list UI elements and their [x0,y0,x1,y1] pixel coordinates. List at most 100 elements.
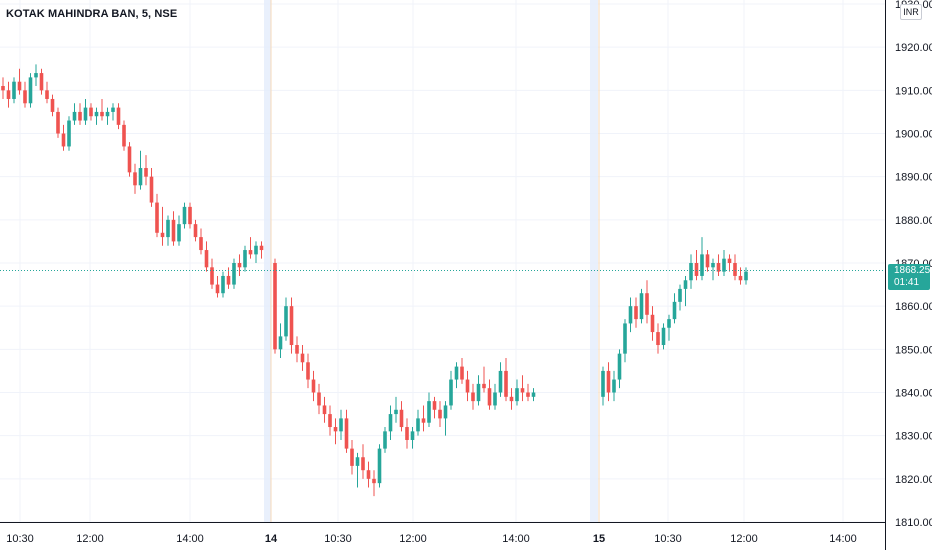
candle-body [116,107,121,125]
candle-body [744,271,748,281]
candle-body [482,383,486,389]
price-tick-label: 1840.00 [895,388,932,400]
candle-body [733,263,737,276]
time-tick-label: 10:30 [6,533,34,545]
candle-body [193,224,198,238]
candle-body [204,250,209,268]
candle-body [689,263,693,281]
candle-body [711,263,715,268]
session-break-band [264,0,271,522]
candle-body [634,306,638,320]
candle-body [449,379,453,406]
candle-body [372,478,376,484]
time-tick-label: 14:00 [829,533,857,545]
currency-badge[interactable]: INR [900,4,922,20]
candle-body [50,98,55,112]
candle-body [160,232,165,238]
candle-body [678,288,682,302]
candle-body [67,120,71,147]
last-price-value: 1868.25 [894,265,931,276]
candle-body [111,107,115,112]
candle-body [166,219,170,238]
candle-body [105,111,110,117]
candle-body [89,107,93,117]
candle-body [210,267,214,285]
candle-body [460,366,464,380]
time-tick-label: 10:30 [654,533,682,545]
candle-body [306,362,310,380]
candle-body [366,470,371,479]
candle-body [182,206,187,225]
candle-body [1,86,5,91]
candles-layer [1,64,748,497]
candle-body [259,245,264,251]
candle-body [177,224,181,242]
candle-body [476,383,481,402]
candle-body [339,418,343,432]
candle-body [17,81,22,91]
time-tick-label: 12:00 [730,533,758,545]
candle-body [526,392,530,397]
bar-countdown: 01:41 [894,277,920,288]
candle-body [700,254,704,276]
candle-body [248,250,253,255]
candle-body [617,353,622,380]
candle-body [289,306,294,346]
candle-body [344,418,349,449]
candle-body [645,293,649,315]
candle-body [623,323,627,354]
time-tick-label: 14:00 [502,533,530,545]
candle-body [221,275,225,294]
candle-body [487,388,492,406]
candle-body [438,409,442,419]
candle-body [377,448,382,484]
candle-body [465,379,470,393]
candle-body [333,427,338,432]
candle-body [232,263,236,285]
candle-body [738,275,743,281]
candle-body [155,202,159,233]
candle-body [61,133,66,147]
candle-body [138,168,143,186]
candle-body [383,431,387,449]
candle-body [683,280,688,289]
candle-body [650,314,655,333]
price-tick-label: 1850.00 [895,344,932,356]
candle-body [416,418,420,432]
candle-body [694,263,699,276]
candle-body [515,388,519,402]
time-tick-label: 14 [265,533,278,545]
session-break-band [590,0,598,522]
time-tick-label: 12:00 [76,533,104,545]
candle-body [199,237,203,251]
candle-body [72,111,77,121]
candle-body [355,457,360,466]
candle-body [606,370,611,393]
candle-body [188,206,192,225]
candle-body [498,370,503,393]
candle-body [531,392,536,397]
candle-body [127,146,132,173]
candle-body [284,306,288,337]
time-axis: 10:30 12:00 14:00 14 10:30 12:00 14:00 15 10:30 1… [6,533,857,545]
candle-body [237,263,242,268]
time-tick-label: 12:00 [399,533,427,545]
candle-body [454,366,459,380]
candle-body [12,81,16,99]
price-tick-label: 1820.00 [895,474,932,486]
candle-body [39,73,44,91]
candle-body [661,327,666,346]
candle-body [144,168,148,177]
candle-body [171,219,176,242]
candle-body [23,90,27,104]
price-tick-label: 1890.00 [895,172,932,184]
candle-body [509,396,514,402]
price-tick-label: 1910.00 [895,85,932,97]
candle-body [34,73,38,78]
candle-body [328,414,332,428]
candle-body [45,90,49,99]
candle-body [295,345,299,354]
candle-body [6,90,11,99]
